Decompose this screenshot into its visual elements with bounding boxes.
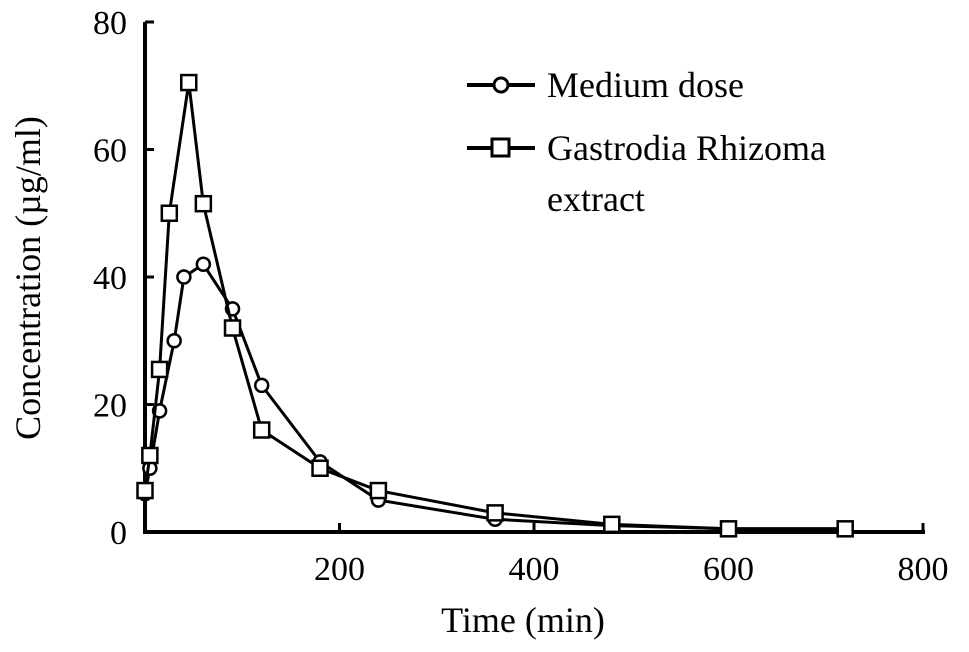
data-point-square <box>719 520 738 538</box>
data-point-square <box>836 520 854 538</box>
data-point-square <box>180 73 198 92</box>
axes <box>143 22 925 534</box>
x-tick-label: 600 <box>703 551 754 588</box>
x-tick-label: 800 <box>898 551 949 588</box>
data-point-circle <box>195 256 212 272</box>
y-tick-label: 60 <box>93 133 127 170</box>
legend-marker-gastrodia <box>490 137 511 158</box>
legend-marker-medium-dose <box>492 76 510 94</box>
y-tick-label: 40 <box>93 260 127 297</box>
series-line-gastrodia-rhizoma-extract <box>143 81 846 531</box>
x-tick-label: 400 <box>509 551 560 588</box>
data-point-square <box>603 515 621 534</box>
data-point-square <box>223 319 242 337</box>
legend-label-gastrodia: Gastrodia Rhizoma extract <box>547 128 835 219</box>
data-point-square <box>369 481 388 500</box>
data-point-circle <box>176 269 192 285</box>
series-line-medium-dose <box>143 262 846 531</box>
data-point-square <box>150 360 169 379</box>
legend-label-gastrodia-line-2: extract <box>547 179 645 219</box>
data-point-square <box>160 204 179 222</box>
data-point-circle <box>166 333 182 349</box>
series-medium-dose <box>137 256 853 537</box>
legend-label-medium-dose: Medium dose <box>547 65 744 105</box>
y-tick-label: 0 <box>110 515 127 552</box>
legend: Medium dose Gastrodia Rhizoma extract <box>467 65 835 219</box>
series-layer <box>136 73 854 538</box>
y-tick-label: 20 <box>93 388 127 425</box>
y-tick-label: 80 <box>93 5 127 42</box>
data-point-square <box>486 504 504 522</box>
data-point-square <box>311 459 329 477</box>
x-tick-label: 200 <box>314 551 365 588</box>
y-axis-ticks: 0 20 40 60 80 <box>93 5 154 552</box>
x-axis-title: Time (min) <box>441 600 605 640</box>
x-axis-ticks: 200 400 600 800 <box>314 523 949 588</box>
data-point-square <box>136 481 154 500</box>
data-point-circle <box>253 377 270 394</box>
data-point-square <box>141 446 159 465</box>
legend-label-gastrodia-line-1: Gastrodia Rhizoma <box>547 128 826 168</box>
y-axis-title: Concentration (µg/ml) <box>8 116 48 440</box>
data-point-square <box>194 194 213 213</box>
series-gastrodia-rhizoma-extract <box>136 73 854 538</box>
data-point-square <box>252 421 271 439</box>
